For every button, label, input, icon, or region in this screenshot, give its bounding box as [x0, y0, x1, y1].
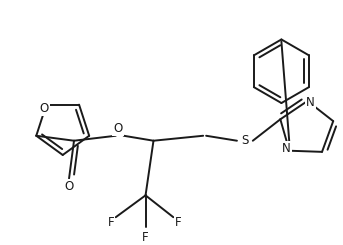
- Text: N: N: [306, 97, 315, 110]
- Text: F: F: [142, 231, 149, 244]
- Text: F: F: [107, 216, 114, 229]
- Text: O: O: [64, 180, 74, 193]
- Text: O: O: [40, 102, 49, 115]
- Text: F: F: [175, 216, 182, 229]
- Text: O: O: [113, 122, 122, 135]
- Text: S: S: [241, 134, 249, 147]
- Text: N: N: [282, 142, 291, 155]
